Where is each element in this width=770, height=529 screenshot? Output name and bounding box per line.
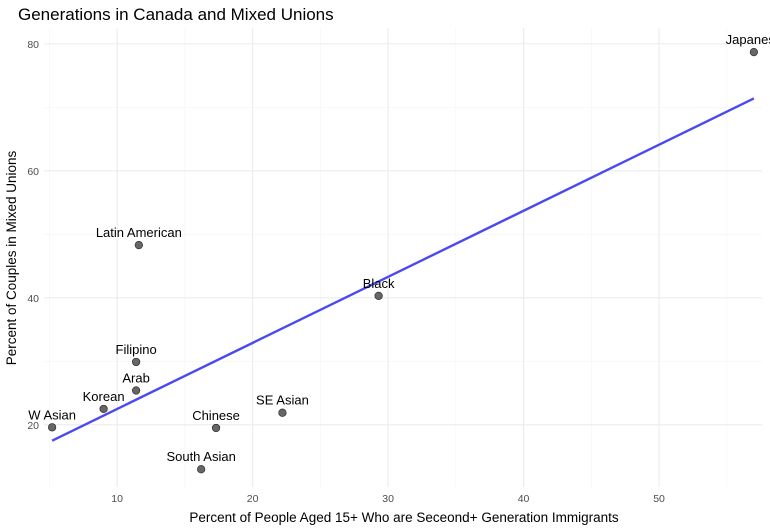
- axis-ticks: 10 20 30 40 50 20 40 60 80: [27, 39, 665, 505]
- data-points: Japanese Latin American Black Filipino Arab K…: [28, 32, 770, 474]
- data-point: [132, 386, 141, 395]
- x-tick-label: 30: [382, 493, 394, 505]
- point-label: SE Asian: [256, 393, 309, 408]
- data-point: [197, 465, 206, 474]
- point-label: Japanese: [726, 32, 770, 47]
- data-point: [134, 241, 143, 250]
- point-label: Black: [363, 276, 395, 291]
- data-point: [132, 357, 141, 367]
- x-tick-label: 50: [653, 493, 665, 505]
- point-label: Latin American: [96, 225, 182, 240]
- data-point: [99, 404, 108, 414]
- point-label: Korean: [83, 389, 125, 404]
- y-tick-label: 60: [27, 166, 39, 178]
- data-point: [749, 48, 758, 57]
- data-point: [48, 423, 57, 432]
- data-point: [278, 408, 287, 417]
- grid: [44, 28, 762, 487]
- x-axis-label: Percent of People Aged 15+ Who are Seceo…: [189, 510, 619, 525]
- trend-line-group: [51, 97, 755, 442]
- x-tick-label: 40: [518, 493, 530, 505]
- chart-title: Generations in Canada and Mixed Unions: [18, 5, 334, 24]
- x-tick-label: 20: [247, 493, 259, 505]
- point-label: W Asian: [28, 407, 76, 422]
- point-label: South Asian: [166, 449, 235, 464]
- y-tick-label: 20: [27, 420, 39, 432]
- data-point: [374, 291, 383, 301]
- y-tick-label: 40: [27, 293, 39, 305]
- point-label: Chinese: [192, 408, 240, 423]
- trend-line: [51, 97, 755, 442]
- y-tick-label: 80: [27, 39, 39, 51]
- x-tick-label: 10: [111, 493, 123, 505]
- point-label: Arab: [122, 371, 149, 386]
- data-point: [211, 423, 221, 433]
- point-label: Filipino: [116, 342, 157, 357]
- y-axis-label: Percent of Couples in Mixed Unions: [4, 150, 19, 365]
